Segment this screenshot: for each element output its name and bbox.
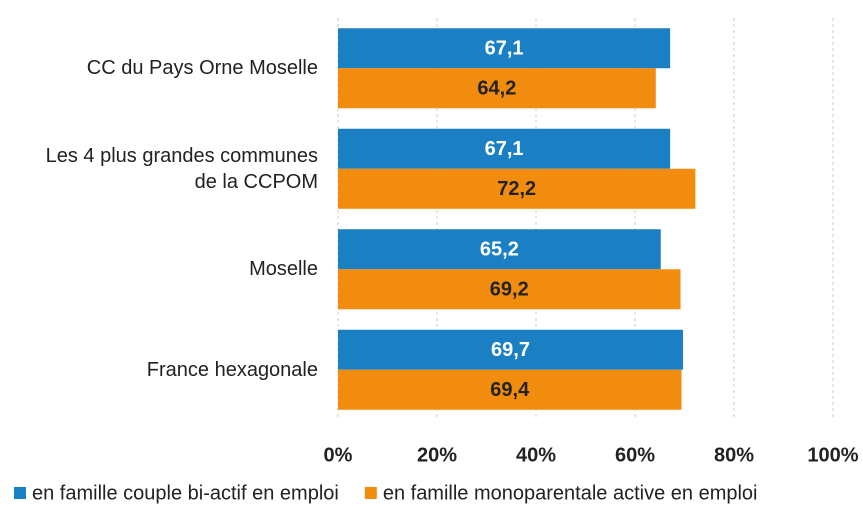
data-label: 72,2	[497, 178, 536, 200]
bar	[338, 168, 696, 209]
bar	[338, 269, 681, 310]
x-tick-label: 60%	[615, 444, 655, 466]
bar	[338, 28, 671, 69]
data-label: 67,1	[485, 138, 524, 160]
legend-label: en famille couple bi-actif en emploi	[32, 482, 339, 504]
legend-swatch	[14, 487, 26, 499]
x-tick-label: 0%	[324, 444, 353, 466]
bar	[338, 68, 656, 109]
x-tick-label: 20%	[417, 444, 457, 466]
x-tick-label: 40%	[516, 444, 556, 466]
y-tick-label: Moselle	[249, 258, 318, 281]
bar	[338, 128, 671, 169]
x-tick-label: 80%	[714, 444, 754, 466]
data-label: 67,1	[485, 38, 524, 60]
y-tick-label: Les 4 plus grandes communes de la CCPOM	[45, 144, 318, 193]
data-label: 69,2	[490, 279, 529, 301]
data-label: 69,4	[490, 379, 530, 401]
y-tick-label: CC du Pays Orne Moselle	[86, 57, 318, 80]
bar	[338, 329, 684, 370]
bar	[338, 229, 661, 270]
data-label: 69,7	[491, 339, 530, 361]
x-tick-label: 100%	[807, 444, 858, 466]
y-tick-label: France hexagonale	[146, 358, 318, 381]
legend-label: en famille monoparentale active en emplo…	[383, 482, 758, 504]
data-label: 64,2	[477, 78, 516, 100]
bar	[338, 369, 682, 410]
legend-swatch	[364, 487, 377, 499]
data-label: 65,2	[480, 239, 519, 261]
